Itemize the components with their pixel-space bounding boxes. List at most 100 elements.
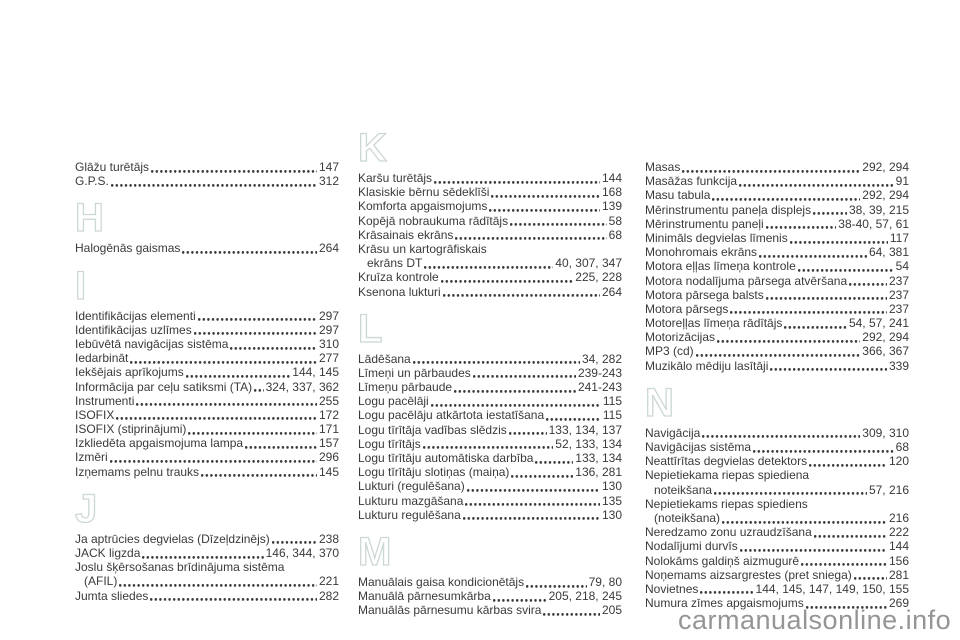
index-entry: Mērinstrumentu paneļa displejs 38, 39, 21… — [645, 202, 909, 217]
index-entry: Klasiskie bērnu sēdeklīši 168 — [358, 185, 622, 200]
entry-label: Navigācijas sistēma — [645, 440, 752, 454]
index-entry: Ksenona lukturi 264 — [358, 284, 622, 299]
dot-leader — [254, 379, 264, 394]
entry-label: Kopējā nobraukuma rādītājs — [358, 213, 509, 228]
entry-pages: 38, 39, 215 — [848, 202, 909, 217]
dot-leader — [412, 351, 580, 366]
entry-pages: 34, 282 — [581, 351, 622, 366]
section-letter-H: H — [74, 196, 104, 241]
index-entry: Izmēri 296 — [75, 450, 339, 465]
entry-pages: 133, 134 — [575, 451, 622, 465]
entry-label: Izkliedēta apgaismojuma lampa — [75, 436, 244, 451]
dot-leader — [526, 574, 587, 590]
entry-label: MP3 (cd) — [645, 344, 694, 359]
entry-pages: 91 — [895, 174, 909, 189]
dot-leader — [442, 284, 600, 299]
index-entry: Līmeņi un pārbaudes 239-243 — [358, 365, 622, 381]
watermark-text: carmanualsonline.info — [678, 605, 952, 635]
dot-leader — [813, 202, 847, 217]
dot-leader — [440, 270, 574, 285]
entry-pages: 255 — [318, 393, 339, 408]
entry-label: Logu pacēlāju atkārtota iestatīšana — [358, 408, 545, 423]
entry-pages: 241-243 — [577, 380, 622, 395]
dot-leader — [784, 316, 847, 331]
index-entry: Logu tīrītāju slotiņas (maiņa) 136, 281 — [358, 465, 622, 480]
entry-label: Nepietiekams riepas spiediens — [645, 496, 808, 511]
entry-pages: 54 — [895, 259, 909, 274]
dot-leader — [188, 422, 317, 437]
index-entry: Identifikācijas elementi 297 — [75, 308, 339, 323]
index-entry: Iebūvētā navigācijas sistēma 310 — [75, 336, 339, 352]
entry-label: Iekšējais aprīkojums — [75, 365, 184, 380]
entry-label: Logu tīrītāju automātiska darbība — [358, 451, 534, 465]
index-entry: noteikšana 57, 216 — [645, 482, 909, 497]
index-entry: ISOFIX 172 — [75, 407, 339, 423]
dot-leader — [245, 436, 317, 451]
dot-leader — [543, 603, 600, 618]
section-letter-N: N — [644, 380, 674, 425]
index-entry: Motoreļļas līmeņa rādītājs 54, 57, 241 — [645, 316, 909, 331]
entry-pages: 68 — [608, 227, 622, 242]
dot-leader — [813, 525, 887, 540]
index-entry: Motora eļļas līmeņa kontrole 54 — [645, 259, 909, 274]
dot-leader — [116, 407, 317, 423]
entry-pages: 147 — [318, 160, 339, 174]
dot-leader — [801, 553, 887, 568]
entry-pages: 168 — [601, 185, 622, 200]
entry-pages: 222 — [888, 525, 909, 540]
dot-leader — [714, 482, 867, 497]
index-entry: Lādēšana 34, 282 — [358, 351, 622, 366]
entry-label: Komforta apgaismojums — [358, 199, 488, 214]
entry-label: Manuālās pārnesumu kārbas svira — [358, 603, 542, 618]
entry-pages: 146, 344, 370 — [265, 546, 339, 560]
index-entry: Informācija par ceļu satiksmi (TA) 324, 3… — [75, 379, 339, 394]
entry-label: Nolokāms galdiņš aizmugurē — [645, 553, 800, 568]
entry-label: Monohromais ekrāns — [645, 245, 758, 260]
dot-leader — [682, 160, 861, 175]
section-letter-M: M — [357, 529, 392, 574]
entry-label: Muzikālo mēdiju lasītāji — [645, 358, 769, 373]
entry-label: Instrumenti — [75, 393, 135, 408]
index-entry: Masas 292, 294 — [645, 160, 909, 175]
dot-leader — [805, 596, 887, 611]
dot-leader — [430, 394, 601, 409]
index-entry: Kopējā nobraukuma rādītājs 58 — [358, 213, 622, 228]
entry-pages: 312 — [318, 174, 339, 189]
dot-leader — [508, 422, 547, 437]
entry-label: Krāsainais ekrāns — [358, 227, 454, 242]
index-entry: Manuālā pārnesumkārba 205, 218, 245 — [358, 589, 622, 604]
index-entry: Monohromais ekrāns 64, 381 — [645, 245, 909, 260]
dot-leader — [230, 336, 317, 352]
entry-pages: 366, 367 — [862, 344, 909, 359]
index-entry: Glāžu turētājs 147 — [75, 160, 339, 175]
entry-pages: 310 — [318, 336, 339, 351]
index-entry: Noņemams aizsargrestes (pret sniega) 281 — [645, 567, 909, 582]
index-entry: Novietnes 144, 145, 147, 149, 150, 155 — [645, 581, 909, 597]
dot-leader — [759, 245, 867, 260]
index-entry: Logu tīrītājs 52, 133, 134 — [358, 436, 622, 451]
dot-leader — [789, 230, 888, 246]
entry-label: Lukturu mazgāšana — [358, 493, 464, 508]
entry-pages: 156 — [888, 553, 909, 568]
index-entry: Joslu šķērsošanas brīdinājuma sistēma — [75, 560, 339, 574]
entry-label: Logu tīrītāja vadības slēdzis — [358, 422, 507, 437]
index-entry: Krāsainais ekrāns 68 — [358, 227, 622, 242]
entry-pages: 205 — [601, 603, 622, 618]
dot-leader — [546, 408, 601, 423]
index-entry: Nepietiekams riepas spiediens — [645, 497, 909, 511]
index-entry: Manuālās pārnesumu kārbas svira 205 — [358, 603, 622, 618]
dot-leader — [492, 589, 547, 604]
dot-leader — [695, 344, 861, 359]
dot-leader — [185, 365, 291, 380]
dot-leader — [700, 581, 754, 597]
entry-pages: 237 — [888, 287, 909, 302]
entry-label: ekrāns DT — [367, 256, 423, 271]
dot-leader — [489, 199, 600, 214]
dot-leader — [142, 546, 264, 561]
index-entry: Līmeņu pārbaude 241-243 — [358, 380, 622, 395]
entry-label: Logu tīrītāju slotiņas (maiņa) — [358, 465, 510, 480]
dot-leader — [765, 287, 887, 302]
index-entry: Izņemams pelnu trauks 145 — [75, 464, 339, 479]
entry-label: (AFIL) — [84, 574, 118, 589]
entry-label: Lukturi (regulēšana) — [358, 479, 465, 494]
